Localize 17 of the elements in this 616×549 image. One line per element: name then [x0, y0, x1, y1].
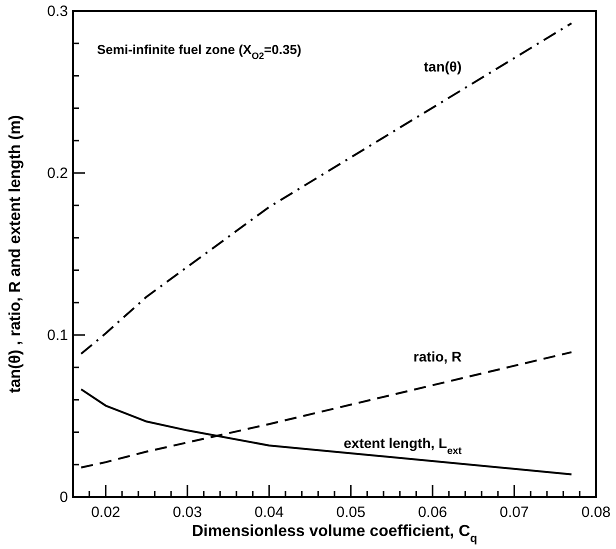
x-tick-label: 0.04 — [254, 504, 284, 521]
x-tick-label: 0.06 — [418, 504, 448, 521]
x-tick-label: 0.05 — [336, 504, 366, 521]
y-tick-label: 0.1 — [47, 327, 68, 344]
x-tick-label: 0.08 — [581, 504, 611, 521]
series-label: extent length, L$_{ext}$ — [344, 435, 462, 457]
x-tick-label: 0.02 — [91, 504, 120, 521]
y-axis-title: tan(θ) , ratio, R and extent length (m) — [7, 115, 24, 393]
annotation: Semi-infinite fuel zone (X$_{O2}$=0.35) — [97, 42, 302, 61]
series-label: tan(θ) — [424, 58, 462, 75]
x-tick-label: 0.07 — [500, 504, 529, 521]
x-axis-title: Dimensionless volume coefficient, C$_{q}$ — [192, 523, 478, 545]
y-tick-label: 0.3 — [47, 3, 68, 20]
x-tick-label: 0.03 — [172, 504, 202, 521]
y-tick-label: 0 — [60, 489, 68, 506]
series-label: ratio, R — [413, 348, 462, 364]
y-tick-label: 0.2 — [47, 165, 68, 182]
